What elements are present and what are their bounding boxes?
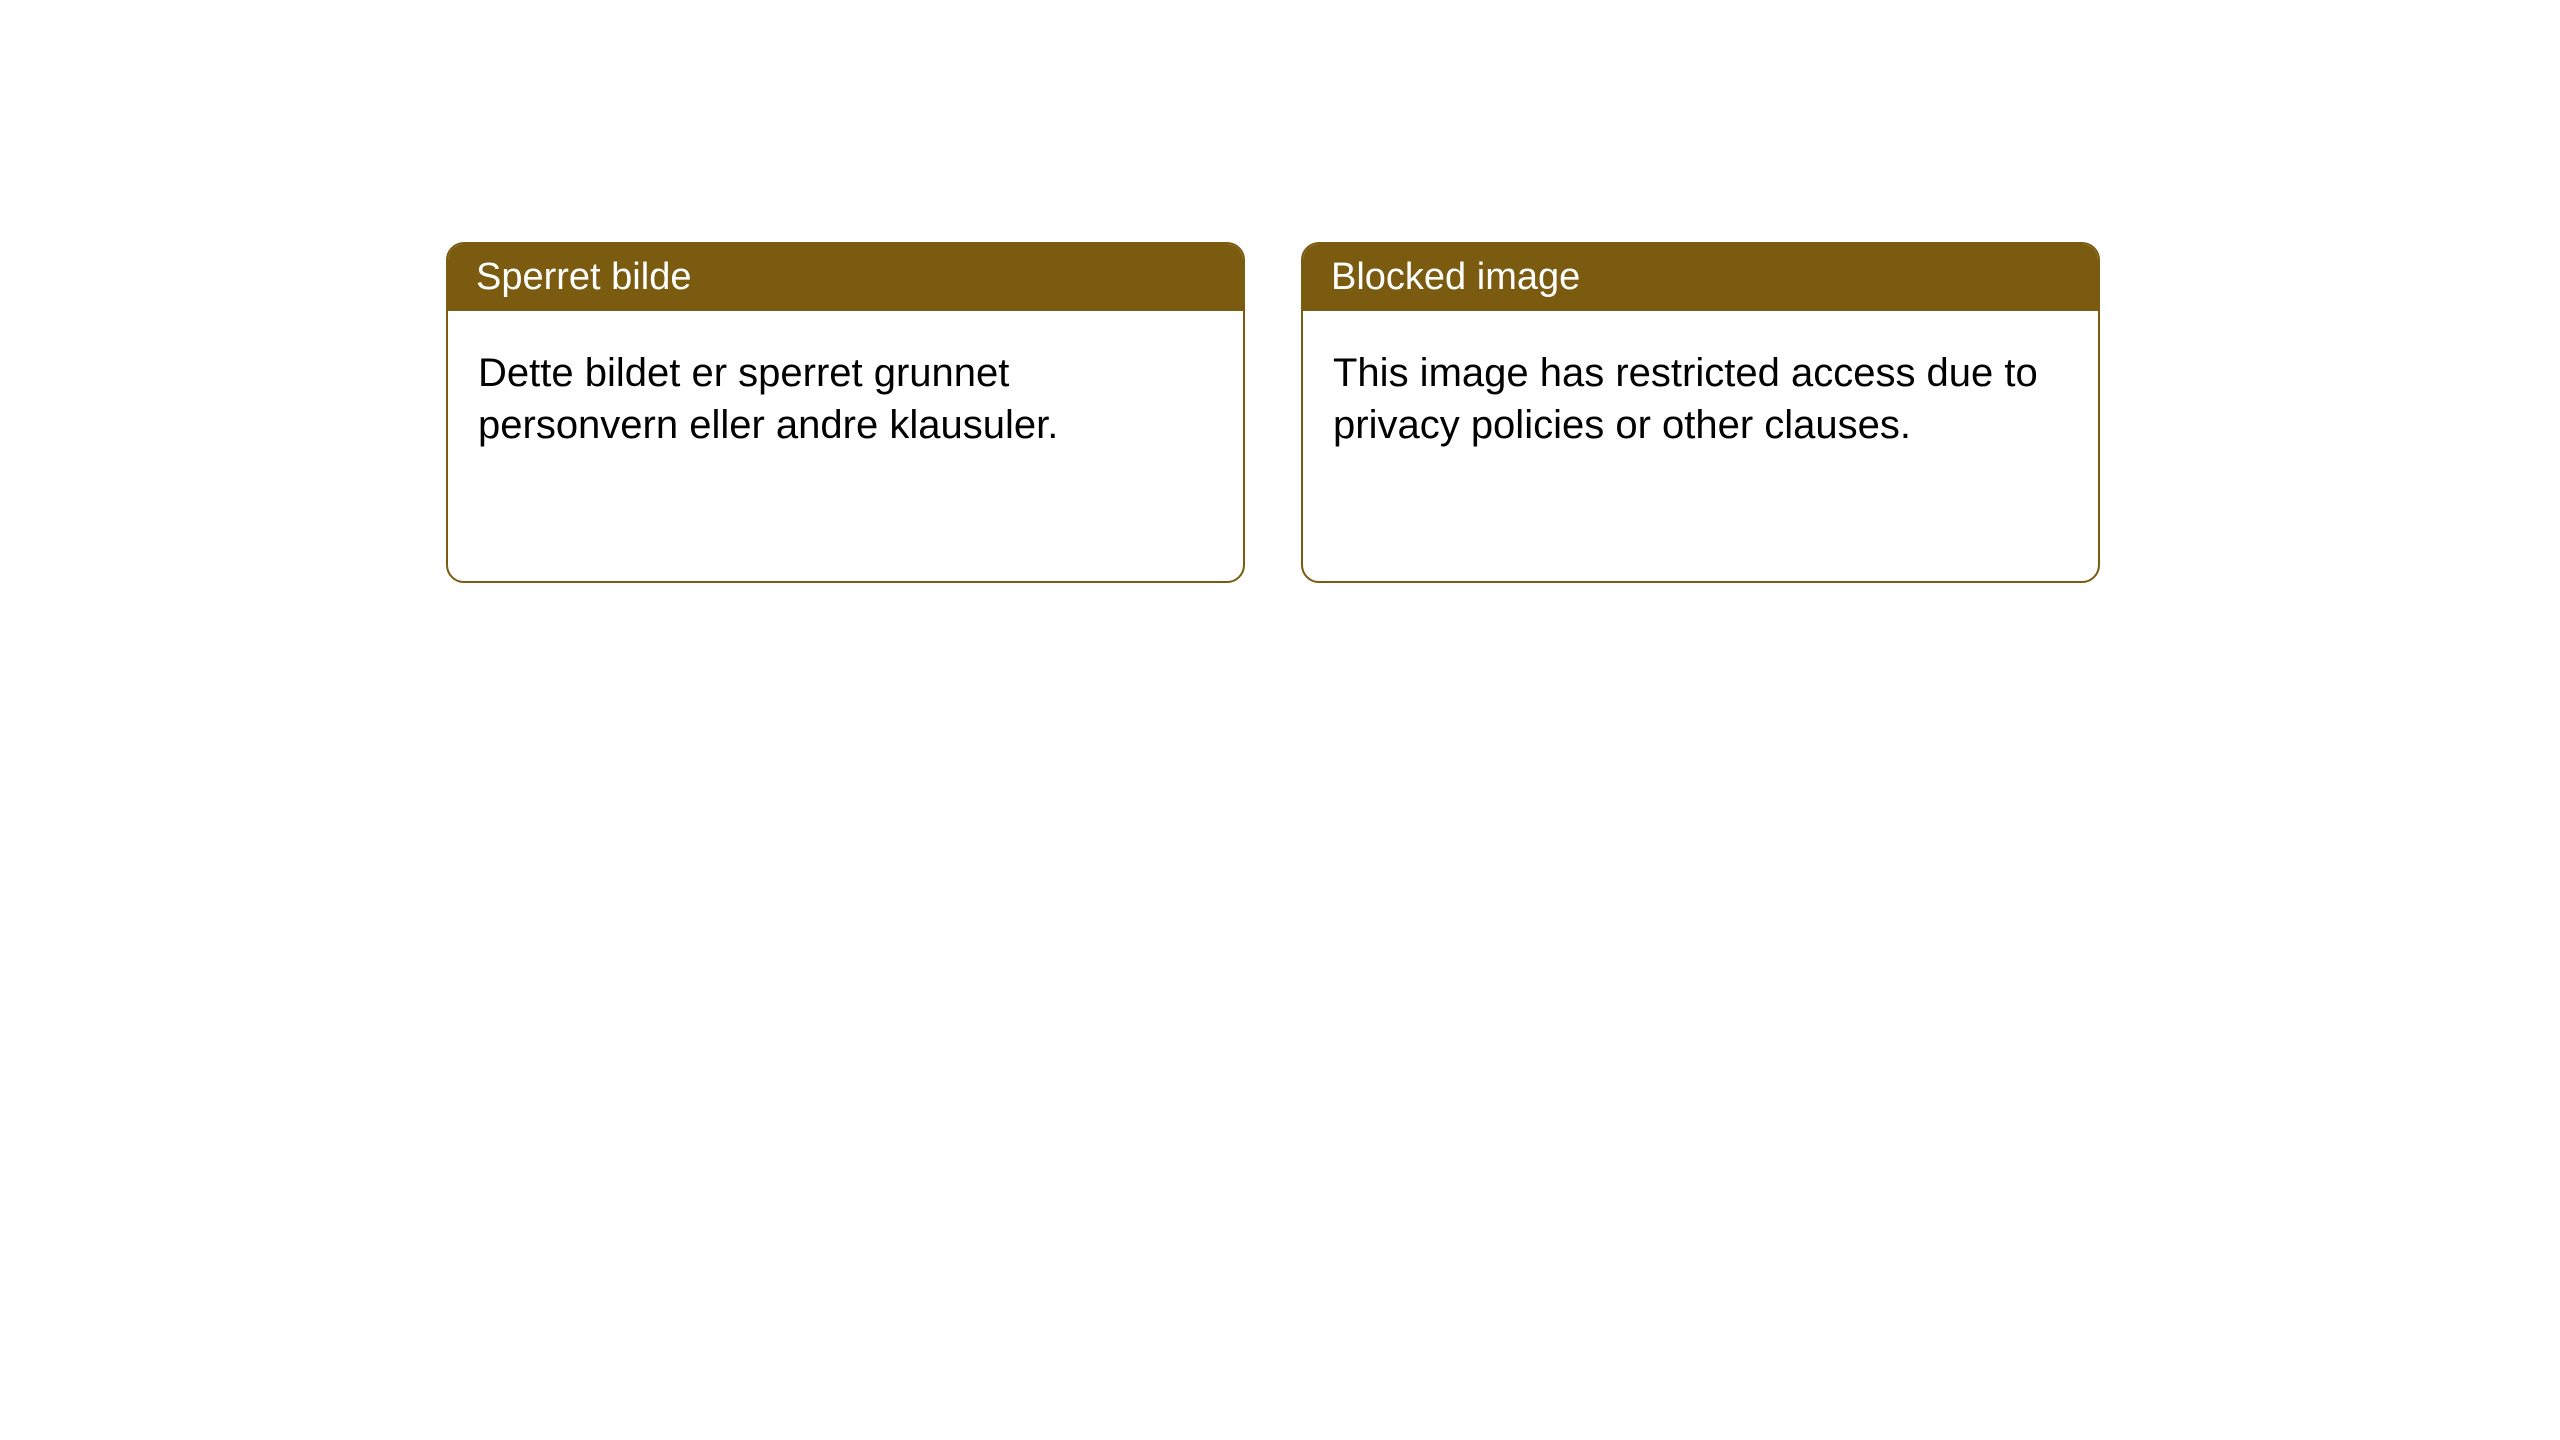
card-title: Sperret bilde	[476, 256, 691, 298]
blocked-image-notice-container: Sperret bilde Dette bildet er sperret gr…	[446, 242, 2560, 583]
card-header: Blocked image	[1303, 244, 2098, 311]
card-body: This image has restricted access due to …	[1303, 311, 2098, 581]
card-header: Sperret bilde	[448, 244, 1243, 311]
card-body-text: This image has restricted access due to …	[1333, 351, 2038, 447]
blocked-image-card-english: Blocked image This image has restricted …	[1301, 242, 2100, 583]
card-body-text: Dette bildet er sperret grunnet personve…	[478, 351, 1058, 447]
card-title: Blocked image	[1331, 256, 1580, 298]
card-body: Dette bildet er sperret grunnet personve…	[448, 311, 1243, 581]
blocked-image-card-norwegian: Sperret bilde Dette bildet er sperret gr…	[446, 242, 1245, 583]
